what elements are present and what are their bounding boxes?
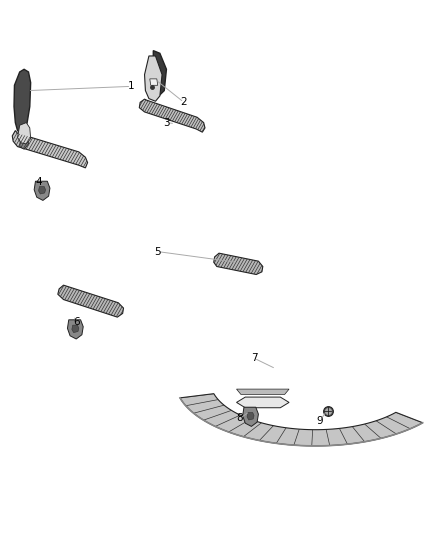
Polygon shape bbox=[34, 181, 50, 200]
Text: 5: 5 bbox=[154, 247, 161, 256]
Text: 9: 9 bbox=[316, 416, 323, 426]
Text: 2: 2 bbox=[180, 98, 187, 107]
Polygon shape bbox=[72, 325, 79, 333]
Polygon shape bbox=[237, 389, 289, 394]
Polygon shape bbox=[247, 413, 254, 420]
Text: 6: 6 bbox=[73, 318, 80, 327]
Polygon shape bbox=[139, 99, 205, 132]
Polygon shape bbox=[14, 69, 31, 133]
Text: 8: 8 bbox=[237, 414, 244, 423]
Polygon shape bbox=[150, 79, 158, 85]
Text: 1: 1 bbox=[128, 82, 135, 91]
Polygon shape bbox=[67, 320, 83, 339]
Polygon shape bbox=[180, 394, 423, 446]
Polygon shape bbox=[20, 131, 28, 149]
Polygon shape bbox=[237, 397, 289, 408]
Text: 7: 7 bbox=[251, 353, 258, 363]
Polygon shape bbox=[18, 123, 31, 144]
Polygon shape bbox=[243, 407, 258, 426]
Polygon shape bbox=[58, 285, 124, 317]
Polygon shape bbox=[39, 187, 46, 194]
Text: 3: 3 bbox=[163, 118, 170, 127]
Polygon shape bbox=[153, 51, 166, 97]
Polygon shape bbox=[145, 56, 162, 101]
Polygon shape bbox=[12, 131, 88, 168]
Text: 4: 4 bbox=[35, 177, 42, 187]
Polygon shape bbox=[214, 253, 263, 274]
